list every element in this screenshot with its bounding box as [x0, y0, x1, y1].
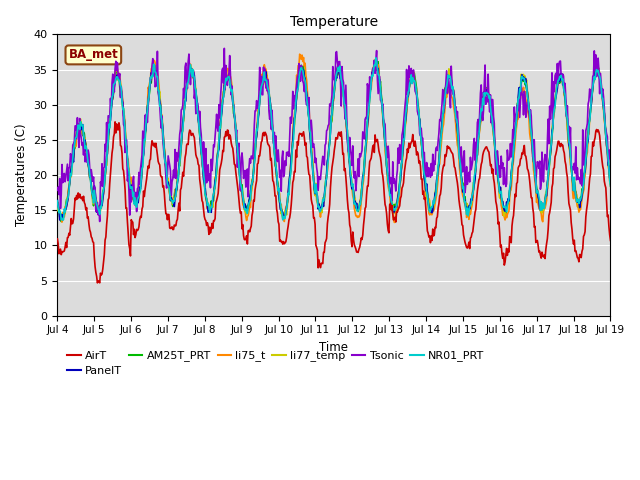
Tsonic — [121, 150, 129, 156]
PanelT — [403, 105, 410, 110]
Line: li75_t: li75_t — [58, 54, 611, 222]
NR01_PRT — [372, 55, 380, 60]
PanelT — [372, 56, 380, 62]
li75_t — [63, 199, 71, 204]
AM25T_PRT — [207, 205, 214, 211]
AirT — [403, 155, 410, 161]
li75_t — [120, 113, 128, 119]
Tsonic — [607, 162, 614, 168]
li75_t — [296, 51, 303, 57]
NR01_PRT — [121, 127, 129, 133]
li77_temp — [419, 156, 427, 162]
Line: li77_temp: li77_temp — [58, 58, 611, 220]
PanelT — [121, 131, 129, 137]
NR01_PRT — [419, 155, 427, 161]
li77_temp — [403, 107, 410, 112]
Tsonic — [403, 67, 410, 72]
PanelT — [419, 156, 427, 162]
Tsonic — [63, 161, 71, 167]
AM25T_PRT — [58, 219, 65, 225]
li75_t — [54, 204, 61, 209]
AM25T_PRT — [177, 142, 185, 147]
NR01_PRT — [59, 217, 67, 223]
PanelT — [607, 176, 614, 182]
Y-axis label: Temperatures (C): Temperatures (C) — [15, 124, 28, 227]
li77_temp — [59, 217, 67, 223]
PanelT — [56, 217, 63, 223]
NR01_PRT — [177, 140, 185, 145]
li77_temp — [207, 209, 214, 215]
AirT — [419, 192, 427, 197]
li75_t — [403, 110, 410, 116]
AirT — [607, 238, 614, 243]
PanelT — [177, 142, 185, 147]
NR01_PRT — [54, 198, 61, 204]
li77_temp — [65, 194, 72, 200]
Legend: AirT, PanelT, AM25T_PRT, li75_t, li77_temp, Tsonic, NR01_PRT: AirT, PanelT, AM25T_PRT, li75_t, li77_te… — [63, 346, 489, 381]
Tsonic — [54, 187, 61, 193]
PanelT — [54, 197, 61, 203]
Tsonic — [419, 135, 427, 141]
AirT — [63, 235, 71, 240]
li77_temp — [54, 200, 61, 206]
NR01_PRT — [403, 106, 410, 111]
AirT — [111, 119, 119, 125]
Tsonic — [177, 107, 185, 113]
Tsonic — [220, 46, 228, 51]
Line: PanelT: PanelT — [58, 59, 611, 220]
NR01_PRT — [65, 194, 72, 200]
li77_temp — [121, 126, 129, 132]
AM25T_PRT — [419, 155, 427, 161]
AM25T_PRT — [65, 189, 72, 195]
AirT — [207, 227, 215, 232]
AM25T_PRT — [607, 181, 614, 187]
li75_t — [177, 152, 184, 157]
AirT — [93, 280, 101, 286]
Title: Temperature: Temperature — [290, 15, 378, 29]
AM25T_PRT — [54, 200, 61, 206]
PanelT — [207, 208, 214, 214]
PanelT — [65, 195, 72, 201]
Line: AM25T_PRT: AM25T_PRT — [58, 61, 611, 222]
Line: Tsonic: Tsonic — [58, 48, 611, 221]
li75_t — [390, 219, 398, 225]
li75_t — [206, 209, 214, 215]
AirT — [122, 205, 130, 211]
Tsonic — [96, 218, 104, 224]
AirT — [54, 236, 61, 242]
AM25T_PRT — [121, 128, 129, 133]
AM25T_PRT — [372, 59, 380, 64]
Line: NR01_PRT: NR01_PRT — [58, 58, 611, 220]
Line: AirT: AirT — [58, 122, 611, 283]
Text: BA_met: BA_met — [68, 48, 118, 61]
li75_t — [607, 183, 614, 189]
Tsonic — [207, 185, 214, 191]
li77_temp — [607, 180, 614, 185]
li77_temp — [177, 145, 185, 151]
li75_t — [419, 156, 427, 162]
AM25T_PRT — [403, 102, 410, 108]
NR01_PRT — [607, 183, 614, 189]
NR01_PRT — [207, 206, 214, 212]
AirT — [178, 177, 186, 182]
li77_temp — [372, 55, 380, 61]
X-axis label: Time: Time — [319, 341, 348, 354]
